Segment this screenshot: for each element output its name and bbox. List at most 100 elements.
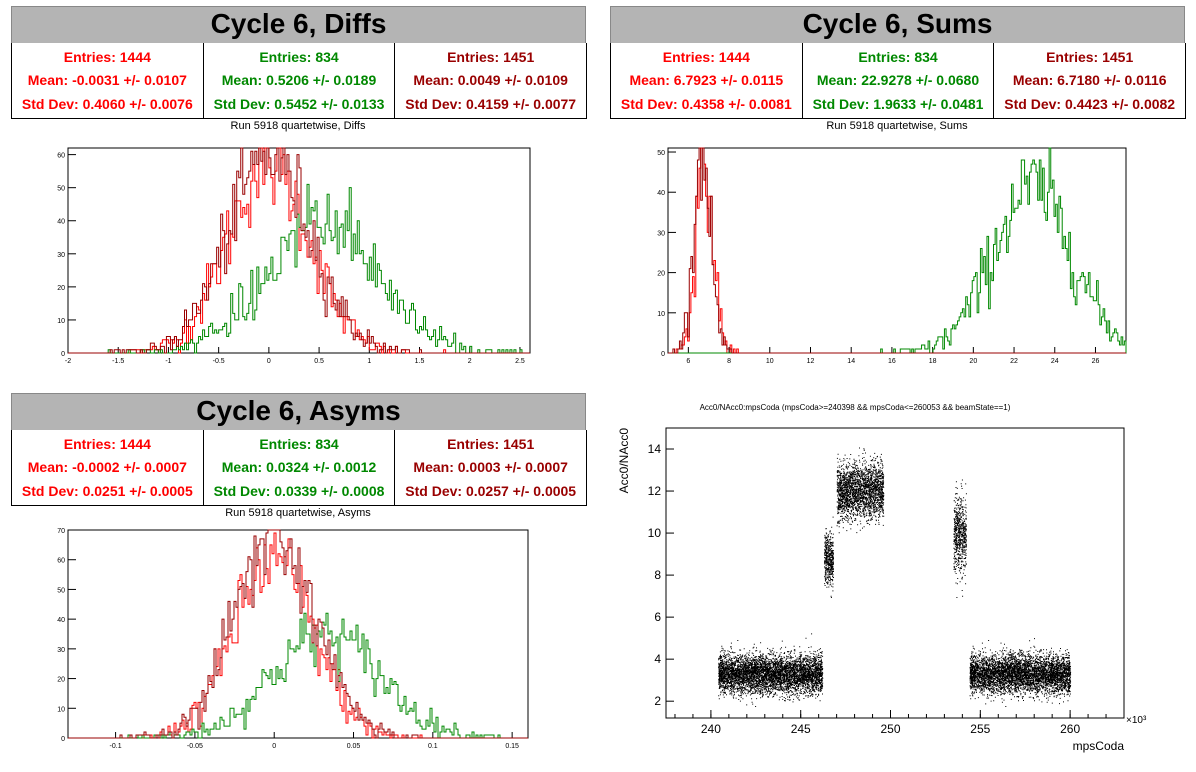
mean-text: Mean: -0.0002 +/- 0.0007 (27, 459, 187, 476)
x-tick-label: 26 (1092, 358, 1100, 365)
y-tick-label: 10 (648, 526, 662, 540)
y-tick-label: 70 (57, 528, 65, 535)
x-tick-label: 8 (727, 358, 731, 365)
x-tick-label: -0.1 (110, 743, 122, 750)
asyms-title: Cycle 6, Asyms (11, 393, 586, 431)
scatter-points (718, 447, 1072, 707)
entries-text: Entries: 1444 (662, 48, 750, 65)
x-tick-label: 2.5 (515, 358, 525, 365)
x-tick-label: -1.5 (112, 358, 124, 365)
y-tick-label: 30 (57, 647, 65, 654)
y-tick-label: 6 (654, 610, 661, 624)
stats-col: Entries: 834 Mean: 0.5206 +/- 0.0189 Std… (204, 43, 396, 118)
x-tick-label: 250 (880, 722, 900, 736)
histogram-series (68, 147, 530, 354)
std-text: Std Dev: 0.4159 +/- 0.0077 (405, 96, 577, 113)
std-text: Std Dev: 0.4423 +/- 0.0082 (1004, 96, 1176, 113)
x-tick-label: 24 (1051, 358, 1059, 365)
mean-text: Mean: 0.5206 +/- 0.0189 (221, 72, 377, 89)
y-tick-label: 14 (648, 442, 662, 456)
y-tick-label: 40 (57, 617, 65, 624)
x-tick-label: 255 (970, 722, 990, 736)
x-tick-label: 18 (929, 358, 937, 365)
mean-text: Mean: 0.0049 +/- 0.0109 (413, 72, 568, 89)
stats-col: Entries: 834 Mean: 0.0324 +/- 0.0012 Std… (204, 430, 396, 505)
y-tick-label: 10 (57, 318, 65, 325)
plot-frame (67, 529, 529, 739)
asyms-stats: Entries: 1444 Mean: -0.0002 +/- 0.0007 S… (11, 430, 587, 506)
x-tick-label: 22 (1010, 358, 1018, 365)
plot-frame (67, 147, 531, 354)
x-axis-exponent: ×10³ (1126, 715, 1147, 726)
std-text: Std Dev: 0.0251 +/- 0.0005 (21, 483, 193, 500)
x-tick-label: 0.5 (314, 358, 324, 365)
x-tick-label: 1.5 (415, 358, 425, 365)
stats-col: Entries: 1444 Mean: -0.0031 +/- 0.0107 S… (12, 43, 204, 118)
y-tick-label: 12 (648, 484, 662, 498)
std-text: Std Dev: 0.0257 +/- 0.0005 (405, 483, 577, 500)
std-text: Std Dev: 0.4358 +/- 0.0081 (620, 96, 792, 113)
y-tick-label: 30 (657, 230, 665, 237)
x-tick-label: 1 (367, 358, 371, 365)
x-tick-label: -1 (165, 358, 171, 365)
y-tick-label: 10 (657, 311, 665, 318)
x-tick-label: 12 (807, 358, 815, 365)
y-tick-label: 50 (57, 587, 65, 594)
entries-text: Entries: 1451 (447, 48, 535, 65)
histogram-series (68, 612, 528, 739)
x-tick-label: 240 (701, 722, 721, 736)
stats-col: Entries: 1451 Mean: 0.0049 +/- 0.0109 St… (395, 43, 586, 118)
y-tick-label: 4 (654, 652, 661, 666)
x-tick-label: 0.05 (347, 743, 361, 750)
mean-text: Mean: -0.0031 +/- 0.0107 (27, 72, 187, 89)
y-tick-label: 20 (57, 677, 65, 684)
entries-text: Entries: 834 (858, 48, 938, 65)
histogram-series (668, 147, 1127, 354)
y-tick-label: 30 (57, 252, 65, 259)
asyms-histogram: -0.1 -0.05 0 0.05 0.1 0.15 0 10 20 30 40 50 60 70 (57, 528, 529, 750)
std-text: Std Dev: 0.0339 +/- 0.0008 (213, 483, 385, 500)
std-text: Std Dev: 1.9633 +/- 0.0481 (812, 96, 984, 113)
diffs-stats: Entries: 1444 Mean: -0.0031 +/- 0.0107 S… (11, 43, 587, 119)
y-tick-label: 0 (61, 736, 65, 743)
x-tick-label: -0.5 (213, 358, 225, 365)
stats-col: Entries: 1451 Mean: 0.0003 +/- 0.0007 St… (395, 430, 586, 505)
y-tick-label: 20 (657, 271, 665, 278)
mean-text: Mean: 22.9278 +/- 0.0680 (816, 72, 980, 89)
diffs-subtitle: Run 5918 quartetwise, Diffs (230, 120, 366, 132)
histogram-series (68, 147, 530, 354)
x-tick-label: 14 (847, 358, 855, 365)
mean-text: Mean: 0.0324 +/- 0.0012 (221, 459, 377, 476)
stats-col: Entries: 1444 Mean: -0.0002 +/- 0.0007 S… (12, 430, 204, 505)
scatter-title: Acc0/NAcc0:mpsCoda (mpsCoda>=240398 && m… (700, 403, 1011, 412)
y-tick-label: 0 (661, 351, 665, 358)
y-tick-label: 60 (57, 153, 65, 160)
mean-text: Mean: 6.7180 +/- 0.0116 (1012, 72, 1167, 89)
x-tick-label: -2 (65, 358, 71, 365)
x-tick-label: 16 (888, 358, 896, 365)
y-tick-label: 40 (57, 219, 65, 226)
y-tick-label: 40 (657, 190, 665, 197)
histogram-series (68, 529, 528, 739)
entries-text: Entries: 834 (259, 435, 339, 452)
entries-text: Entries: 1451 (447, 435, 535, 452)
x-tick-label: 0.1 (428, 743, 438, 750)
histogram-series (668, 147, 1126, 354)
x-tick-label: 0 (267, 358, 271, 365)
y-axis-label: Acc0/NAcc0 (617, 428, 631, 494)
std-text: Std Dev: 0.4060 +/- 0.0076 (21, 96, 193, 113)
diffs-histogram: -2 -1.5 -1 -0.5 0 0.5 1 1.5 2 2.5 0 10 20 30 40 50 60 (57, 147, 531, 365)
sums-subtitle: Run 5918 quartetwise, Sums (826, 120, 968, 132)
x-tick-label: 20 (969, 358, 977, 365)
y-tick-label: 8 (654, 568, 661, 582)
scatter-plot: Acc0/NAcc0:mpsCoda (mpsCoda>=240398 && m… (617, 403, 1147, 753)
asyms-subtitle: Run 5918 quartetwise, Asyms (225, 507, 371, 519)
x-tick-label: 0.15 (505, 743, 519, 750)
std-text: Std Dev: 0.5452 +/- 0.0133 (213, 96, 385, 113)
y-tick-label: 60 (57, 558, 65, 565)
histogram-series (668, 147, 1126, 354)
entries-text: Entries: 1444 (63, 48, 151, 65)
x-tick-label: -0.05 (187, 743, 203, 750)
sums-stats: Entries: 1444 Mean: 6.7923 +/- 0.0115 St… (610, 43, 1186, 119)
x-tick-label: 2 (468, 358, 472, 365)
